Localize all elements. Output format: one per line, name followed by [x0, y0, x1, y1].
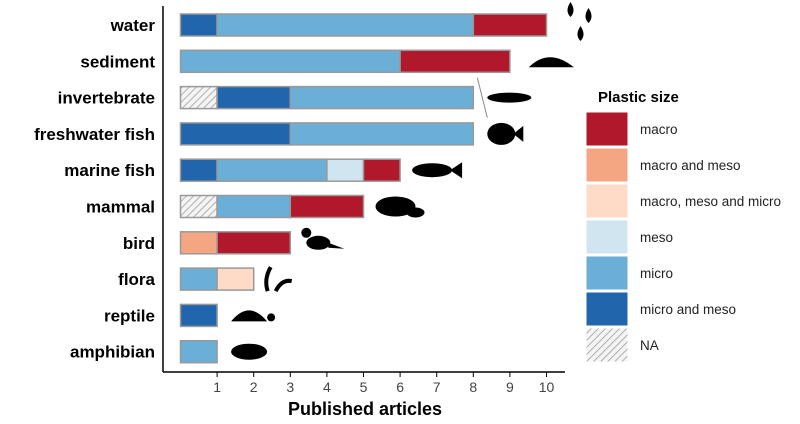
category-label: bird	[123, 234, 155, 253]
bar-segment-macro-meso-and-micro	[216, 267, 255, 291]
x-tick-label: 2	[250, 379, 258, 395]
crow-icon	[301, 227, 345, 250]
sediment-pile-icon	[528, 57, 574, 68]
category-label: mammal	[86, 198, 155, 217]
x-tick-label: 6	[396, 379, 404, 395]
bar-segment-micro	[289, 122, 475, 146]
manatee-icon	[375, 196, 425, 218]
x-axis-title: Published articles	[288, 399, 442, 419]
legend-swatch	[585, 327, 629, 363]
frog-icon	[231, 343, 268, 360]
crayfish-icon	[476, 77, 532, 118]
legend-swatch	[585, 111, 629, 147]
category-label: marine fish	[64, 161, 155, 180]
legend-swatch	[585, 219, 629, 255]
bar-segment-macro	[362, 158, 401, 182]
bar-segment-micro	[216, 194, 292, 219]
x-tick-label: 10	[539, 379, 555, 395]
water-drops-icon	[567, 2, 592, 41]
bar-segment-micro	[289, 85, 475, 110]
legend-label: macro	[640, 122, 678, 137]
bar-segment-micro	[179, 49, 401, 74]
x-tick-label: 8	[469, 379, 477, 395]
bar-segment-micro	[216, 13, 475, 37]
x-tick-label: 4	[323, 379, 331, 395]
bar-segment-micro-and-meso	[179, 13, 218, 37]
legend-label: macro, meso and micro	[640, 194, 781, 209]
bar-segment-micro-and-meso	[179, 303, 218, 328]
legend-label: macro and meso	[640, 158, 741, 173]
legend-title: Plastic size	[598, 89, 679, 106]
bar-segment-micro	[179, 339, 218, 364]
bar-segment-meso	[326, 158, 365, 182]
marine-fish-icon	[412, 162, 463, 179]
bar-segment-macro	[289, 194, 365, 219]
legend-swatch	[585, 147, 629, 183]
legend-label: micro and meso	[640, 302, 736, 317]
legend-swatch	[585, 255, 629, 291]
category-label: freshwater fish	[34, 125, 155, 144]
bar-segment-macro	[216, 231, 292, 255]
legend-label: meso	[640, 230, 673, 245]
category-label: sediment	[80, 52, 155, 71]
seaweed-icon	[264, 266, 293, 293]
category-label: flora	[118, 270, 155, 289]
bar-segment-micro-and-meso	[179, 158, 218, 182]
category-label: invertebrate	[58, 89, 155, 108]
category-label: water	[110, 16, 156, 35]
bar-segment-macro-and-meso	[179, 231, 218, 255]
freshwater-fish-icon	[487, 122, 524, 145]
bar-segment-na	[179, 194, 218, 219]
legend-swatch	[585, 291, 629, 327]
x-tick-label: 1	[213, 379, 221, 395]
x-tick-label: 3	[286, 379, 294, 395]
bar-segment-macro	[399, 49, 511, 74]
x-tick-label: 5	[360, 379, 368, 395]
bar-segment-micro-and-meso	[216, 85, 292, 110]
legend-swatch	[585, 183, 629, 219]
x-tick-label: 9	[506, 379, 514, 395]
bar-segment-macro	[472, 13, 548, 37]
turtle-icon	[231, 310, 276, 322]
category-label: amphibian	[70, 343, 155, 362]
legend-label: micro	[640, 266, 673, 281]
bar-segment-micro	[216, 158, 328, 182]
bar-segment-micro-and-meso	[179, 122, 292, 146]
x-tick-label: 7	[433, 379, 441, 395]
category-label: reptile	[104, 306, 155, 325]
bar-segment-micro	[179, 267, 218, 291]
legend-label: NA	[640, 338, 659, 353]
bar-segment-na	[179, 85, 218, 110]
